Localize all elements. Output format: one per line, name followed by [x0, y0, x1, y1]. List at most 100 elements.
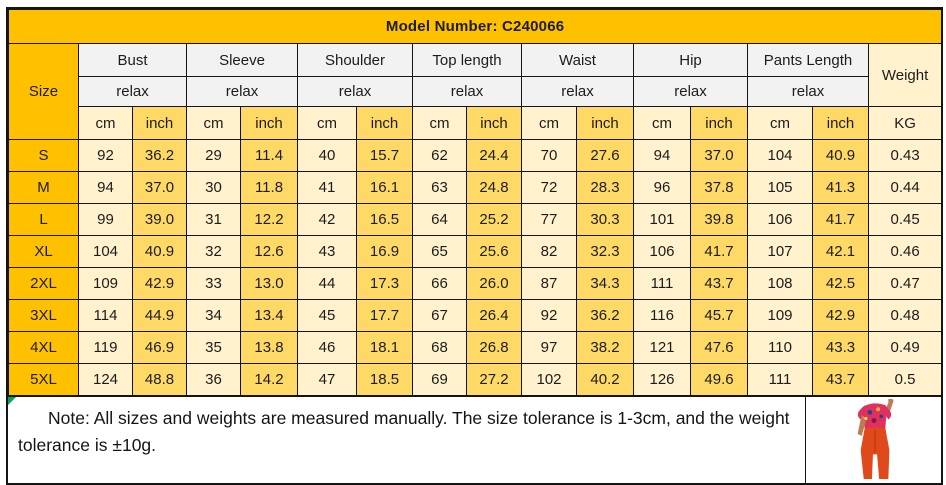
inch-value-cell: 45.7	[690, 299, 748, 332]
cm-value-cell: 92	[521, 299, 577, 332]
size-cell: 4XL	[8, 331, 79, 364]
inch-value-cell: 17.3	[356, 267, 413, 300]
inch-value-cell: 13.0	[240, 267, 298, 300]
size-cell: M	[8, 171, 79, 204]
cm-value-cell: 97	[521, 331, 577, 364]
table-row: XL 104 40.9 32 12.6 43 16.9 65 25.6 82 32.3 106 41.7…	[8, 235, 943, 268]
inch-value-cell: 16.5	[356, 203, 413, 236]
size-chart-sheet: Model Number: C240066 Size Bust Sleeve S…	[6, 7, 943, 485]
inch-value-cell: 12.6	[240, 235, 298, 268]
weight-unit-header: KG	[867, 106, 943, 140]
table-title: Model Number: C240066	[7, 9, 943, 44]
inch-value-cell: 24.8	[466, 171, 522, 204]
inch-value-cell: 13.8	[240, 331, 298, 364]
cm-value-cell: 32	[186, 235, 241, 268]
inch-value-cell: 36.2	[576, 299, 634, 332]
relax-subheader: relax	[78, 76, 187, 107]
weight-value-cell: 0.45	[867, 203, 943, 236]
inch-value-cell: 16.9	[356, 235, 413, 268]
relax-subheader: relax	[412, 76, 522, 107]
unit-header-inch: inch	[240, 106, 298, 140]
weight-value-cell: 0.47	[867, 267, 943, 300]
inch-value-cell: 27.2	[466, 363, 522, 396]
cm-value-cell: 65	[412, 235, 467, 268]
inch-value-cell: 11.4	[240, 139, 298, 172]
inch-value-cell: 36.2	[132, 139, 187, 172]
cm-value-cell: 102	[521, 363, 577, 396]
cm-value-cell: 34	[186, 299, 241, 332]
cm-value-cell: 29	[186, 139, 241, 172]
inch-value-cell: 49.6	[690, 363, 748, 396]
inch-value-cell: 34.3	[576, 267, 634, 300]
unit-header-cm: cm	[78, 106, 133, 140]
cm-value-cell: 105	[747, 171, 813, 204]
cm-value-cell: 70	[521, 139, 577, 172]
cm-value-cell: 87	[521, 267, 577, 300]
inch-value-cell: 18.1	[356, 331, 413, 364]
group-header-sleeve: Sleeve	[186, 43, 298, 77]
weight-value-cell: 0.44	[867, 171, 943, 204]
cm-value-cell: 96	[633, 171, 691, 204]
size-cell: 2XL	[8, 267, 79, 300]
cm-value-cell: 64	[412, 203, 467, 236]
cm-value-cell: 104	[747, 139, 813, 172]
cm-value-cell: 110	[747, 331, 813, 364]
cm-value-cell: 121	[633, 331, 691, 364]
cm-value-cell: 67	[412, 299, 467, 332]
unit-header-inch: inch	[356, 106, 413, 140]
size-chart-table: Model Number: C240066 Size Bust Sleeve S…	[7, 9, 943, 396]
size-cell: XL	[8, 235, 79, 268]
inch-value-cell: 48.8	[132, 363, 187, 396]
model-photo	[857, 399, 893, 479]
weight-value-cell: 0.49	[867, 331, 943, 364]
weight-column-header: Weight	[867, 43, 943, 107]
relax-subheader: relax	[633, 76, 748, 107]
weight-value-cell: 0.5	[867, 363, 943, 396]
unit-header-inch: inch	[466, 106, 522, 140]
inch-value-cell: 14.2	[240, 363, 298, 396]
cm-value-cell: 92	[78, 139, 133, 172]
inch-value-cell: 28.3	[576, 171, 634, 204]
group-header-waist: Waist	[521, 43, 634, 77]
unit-header-cm: cm	[521, 106, 577, 140]
size-cell: 5XL	[8, 363, 79, 396]
inch-value-cell: 47.6	[690, 331, 748, 364]
cm-value-cell: 111	[747, 363, 813, 396]
unit-header-cm: cm	[412, 106, 467, 140]
inch-value-cell: 42.1	[812, 235, 869, 268]
product-photo-cell	[805, 397, 941, 483]
cm-value-cell: 107	[747, 235, 813, 268]
unit-header-inch: inch	[812, 106, 869, 140]
size-cell: 3XL	[8, 299, 79, 332]
cm-value-cell: 63	[412, 171, 467, 204]
cm-value-cell: 40	[297, 139, 357, 172]
inch-value-cell: 30.3	[576, 203, 634, 236]
inch-value-cell: 40.9	[812, 139, 869, 172]
cm-value-cell: 108	[747, 267, 813, 300]
cm-value-cell: 77	[521, 203, 577, 236]
inch-value-cell: 11.8	[240, 171, 298, 204]
inch-value-cell: 24.4	[466, 139, 522, 172]
cm-value-cell: 94	[633, 139, 691, 172]
note-cell: Note: All sizes and weights are measured…	[8, 397, 805, 483]
size-cell: S	[8, 139, 79, 172]
inch-value-cell: 13.4	[240, 299, 298, 332]
inch-value-cell: 41.7	[690, 235, 748, 268]
relax-subheader: relax	[186, 76, 298, 107]
cm-value-cell: 36	[186, 363, 241, 396]
cm-value-cell: 106	[747, 203, 813, 236]
group-header-bust: Bust	[78, 43, 187, 77]
cm-value-cell: 109	[78, 267, 133, 300]
unit-header-cm: cm	[633, 106, 691, 140]
cm-value-cell: 116	[633, 299, 691, 332]
cm-value-cell: 47	[297, 363, 357, 396]
inch-value-cell: 40.2	[576, 363, 634, 396]
unit-header-inch: inch	[576, 106, 634, 140]
cm-value-cell: 33	[186, 267, 241, 300]
inch-value-cell: 15.7	[356, 139, 413, 172]
relax-subheader: relax	[747, 76, 869, 107]
inch-value-cell: 26.0	[466, 267, 522, 300]
inch-value-cell: 27.6	[576, 139, 634, 172]
cm-value-cell: 45	[297, 299, 357, 332]
cm-value-cell: 106	[633, 235, 691, 268]
